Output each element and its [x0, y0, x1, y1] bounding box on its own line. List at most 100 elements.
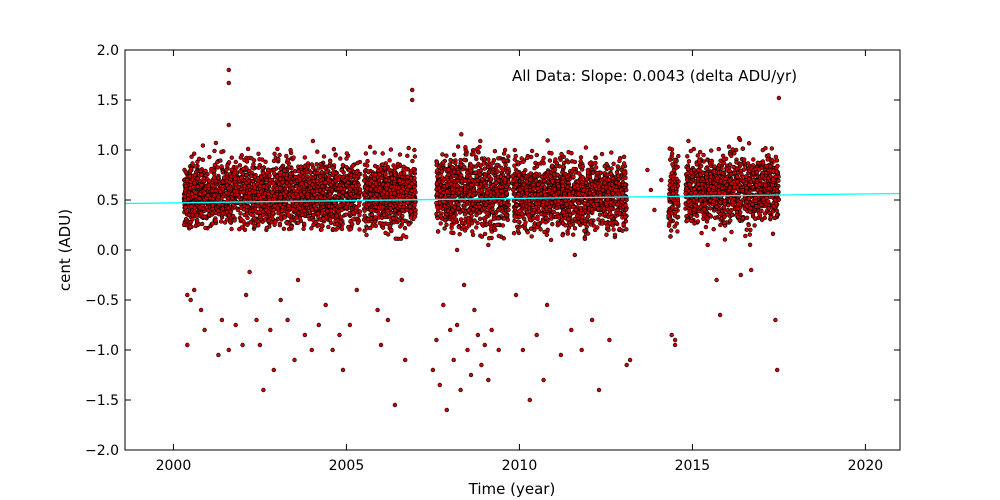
data-point [556, 189, 561, 195]
data-point [396, 218, 401, 223]
data-point [617, 158, 622, 164]
data-point [213, 179, 219, 184]
data-point [623, 175, 628, 181]
data-point [553, 157, 558, 162]
data-point [216, 194, 221, 200]
data-point [482, 231, 488, 237]
data-point [201, 179, 207, 184]
data-point [348, 226, 354, 232]
data-point [233, 159, 239, 165]
data-point [321, 154, 327, 159]
data-point [542, 178, 547, 184]
data-point [624, 187, 629, 193]
data-point [362, 208, 367, 213]
data-point [438, 221, 443, 226]
data-point [525, 155, 530, 161]
data-point [504, 213, 509, 218]
data-point [220, 170, 226, 175]
data-point [234, 165, 239, 170]
data-point [230, 213, 236, 219]
data-point [463, 187, 468, 192]
data-point [319, 170, 324, 175]
data-point [327, 191, 333, 197]
data-point [226, 213, 232, 218]
data-point [284, 220, 289, 225]
data-point [270, 211, 275, 216]
data-point [458, 157, 463, 163]
data-point [320, 190, 326, 196]
data-point [499, 189, 504, 194]
data-point [548, 237, 554, 243]
data-point [197, 196, 202, 201]
data-point [571, 197, 576, 203]
data-point [434, 211, 439, 217]
data-point [334, 213, 339, 218]
data-point [594, 202, 600, 207]
data-point [251, 158, 257, 163]
data-point [192, 151, 197, 156]
data-point [327, 173, 332, 179]
data-point [548, 213, 554, 218]
data-point [462, 157, 467, 163]
data-point [245, 204, 250, 210]
data-point [578, 159, 583, 164]
data-point [512, 147, 517, 153]
data-point [478, 168, 484, 173]
data-point [405, 200, 410, 205]
data-point [383, 171, 388, 177]
data-point [367, 144, 373, 150]
data-point [300, 170, 305, 175]
data-point [263, 159, 268, 165]
data-point [557, 155, 563, 161]
data-point [499, 165, 504, 171]
data-point [569, 151, 574, 156]
data-point [462, 165, 467, 170]
data-point [401, 171, 407, 176]
data-point [515, 169, 520, 175]
data-point [477, 216, 483, 222]
data-point [585, 231, 591, 236]
data-point [319, 223, 324, 228]
data-point [296, 220, 301, 225]
data-point [229, 167, 235, 173]
data-point [535, 216, 540, 222]
data-point [459, 173, 464, 178]
data-point [504, 190, 509, 196]
data-point [312, 192, 317, 198]
data-point [189, 154, 194, 159]
data-point [624, 227, 629, 232]
data-point [465, 215, 471, 221]
data-point [220, 179, 226, 185]
data-point [620, 228, 625, 233]
data-point [575, 179, 580, 184]
data-point [220, 187, 226, 192]
data-point [251, 162, 256, 167]
data-point [320, 184, 325, 189]
data-point [368, 187, 373, 192]
data-point [252, 185, 258, 190]
data-point [207, 179, 212, 184]
data-point [379, 175, 384, 181]
data-point [606, 227, 611, 233]
data-point [443, 217, 448, 223]
data-point [450, 186, 455, 192]
data-point [613, 187, 618, 193]
data-point [536, 208, 542, 214]
data-point [469, 163, 474, 168]
data-point [496, 216, 501, 221]
data-point [611, 202, 616, 207]
data-point [464, 174, 470, 179]
data-point [540, 203, 546, 208]
data-point [482, 180, 487, 186]
data-point [328, 158, 333, 163]
data-point [265, 167, 271, 173]
data-point [325, 209, 330, 214]
data-point [244, 159, 250, 164]
data-point [225, 205, 231, 211]
data-point [465, 170, 470, 175]
data-point [505, 217, 510, 223]
data-point [365, 169, 371, 174]
data-point [373, 172, 378, 177]
data-point [315, 211, 320, 216]
data-point [384, 186, 389, 191]
